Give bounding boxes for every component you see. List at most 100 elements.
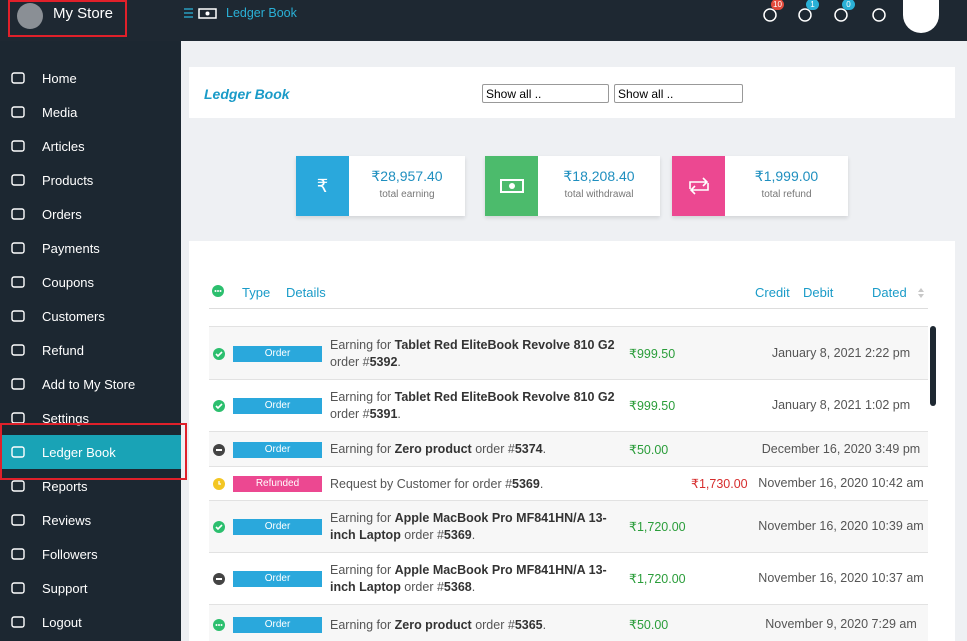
top-icon — [763, 8, 777, 22]
top-icon — [798, 8, 812, 22]
nav-item[interactable]: Customers — [0, 299, 181, 333]
nav-item[interactable]: Reports — [0, 469, 181, 503]
status-icon — [213, 619, 225, 631]
cash-icon — [499, 179, 524, 193]
status-icon — [213, 521, 225, 536]
column-header[interactable]: Credit — [755, 285, 790, 300]
details-part: Zero product — [394, 442, 472, 456]
nav-item[interactable]: Home — [0, 61, 181, 95]
stat-icon: ₹ — [296, 156, 349, 216]
nav-item[interactable]: Ledger Book — [0, 435, 181, 469]
nav-label: Reviews — [42, 512, 92, 528]
menu-icon[interactable] — [184, 8, 218, 20]
status-icon — [213, 619, 225, 634]
details: Earning for Zero product order #5365. — [330, 617, 615, 634]
scrollbar[interactable] — [930, 326, 936, 406]
nav-icon — [11, 480, 25, 492]
nav-label: Support — [42, 580, 88, 596]
nav-item[interactable]: Add to My Store — [0, 367, 181, 401]
nav-item[interactable]: Followers — [0, 537, 181, 571]
nav-icon — [11, 378, 25, 390]
type-badge: Refunded — [233, 476, 322, 492]
nav-item[interactable]: Media — [0, 95, 181, 129]
status-icon — [213, 347, 225, 363]
details-part: order # — [400, 528, 444, 542]
store-name[interactable]: My Store — [53, 5, 114, 22]
user-avatar[interactable] — [903, 0, 939, 33]
status-icon — [213, 400, 225, 415]
top-icon — [833, 7, 849, 28]
notification-badge: 10 — [771, 0, 784, 10]
store-avatar[interactable] — [17, 3, 43, 29]
ledger-row: Order Earning for Apple MacBook Pro MF841… — [209, 500, 928, 553]
status-icon — [213, 400, 225, 412]
nav-item[interactable]: Payments — [0, 231, 181, 265]
debit: ₹1,730.00 — [691, 477, 748, 491]
column-header[interactable]: Details — [286, 285, 326, 300]
stat-card: ₹ ₹28,957.40 total earning — [296, 156, 465, 216]
column-header[interactable]: Debit — [803, 285, 834, 300]
nav-item[interactable]: Products — [0, 163, 181, 197]
stat-card: ₹18,208.40 total withdrawal — [485, 156, 660, 216]
stat-label: total refund — [761, 189, 812, 200]
nav-icon — [11, 310, 25, 322]
notification-badge: 0 — [842, 0, 855, 10]
status-icon — [213, 478, 225, 490]
stat-icon — [672, 156, 725, 216]
details-part: Apple MacBook Pro MF841HN/A 13-inch Lapt… — [330, 563, 607, 594]
details-part: Apple MacBook Pro MF841HN/A 13-inch Lapt… — [330, 511, 607, 542]
nav-icon — [11, 140, 25, 152]
details-part: 5369 — [512, 476, 540, 491]
dated: January 8, 2021 1:02 pm — [771, 398, 911, 412]
status-icon — [213, 347, 225, 360]
details-part: order # — [400, 580, 444, 594]
details-part: . — [471, 528, 476, 542]
dated: December 16, 2020 3:49 pm — [761, 441, 921, 456]
details-part: . — [397, 354, 401, 369]
ledger-row: Refunded Request by Customer for order #5… — [209, 466, 928, 501]
top-icon — [872, 8, 886, 22]
details-part: . — [397, 407, 401, 421]
status-icon — [213, 478, 225, 493]
status-icon — [213, 573, 225, 585]
nav-item[interactable]: Articles — [0, 129, 181, 163]
credit: ₹999.50 — [629, 399, 676, 413]
details-part: 5365 — [514, 617, 543, 632]
details-part: 5391 — [369, 407, 398, 421]
nav-item[interactable]: Refund — [0, 333, 181, 367]
nav-item[interactable]: Orders — [0, 197, 181, 231]
details-part: order # — [330, 354, 370, 369]
details-part: 5392 — [369, 354, 398, 369]
filter-select[interactable]: Show all .. — [614, 84, 743, 103]
type-badge: Order — [233, 519, 322, 535]
column-header[interactable]: Type — [242, 285, 271, 300]
page-title: Ledger Book — [204, 86, 290, 102]
dated: November 16, 2020 10:37 am — [758, 571, 924, 585]
breadcrumb[interactable]: Ledger Book — [226, 6, 297, 20]
nav-item[interactable]: Reviews — [0, 503, 181, 537]
nav-item[interactable]: Logout — [0, 605, 181, 639]
details-part: Earning for — [330, 390, 395, 404]
details-part: Tablet Red EliteBook Revolve 810 G2 — [394, 337, 615, 352]
type-badge: Order — [233, 441, 322, 458]
details: Earning for Tablet Red EliteBook Revolve… — [330, 337, 615, 371]
nav-icon — [11, 106, 25, 118]
type-badge: Order — [233, 617, 322, 633]
ledger-row: Order Earning for Zero product order #536… — [209, 604, 928, 641]
details-part: order # — [471, 617, 515, 632]
nav-item[interactable]: Coupons — [0, 265, 181, 299]
nav-icon — [11, 446, 25, 458]
ledger-row: Order Earning for Apple MacBook Pro MF841… — [209, 552, 928, 605]
stat-value: ₹1,999.00 — [754, 168, 819, 184]
details-part: Earning for — [330, 337, 395, 352]
stat-card: ₹1,999.00 total refund — [672, 156, 848, 216]
details-part: Request by Customer for order # — [330, 476, 513, 491]
refund-icon — [688, 177, 709, 195]
nav-item[interactable]: Support — [0, 571, 181, 605]
filter-select[interactable]: Show all .. — [482, 84, 609, 103]
column-header[interactable]: Dated — [872, 285, 907, 300]
nav-label: Ledger Book — [42, 444, 116, 460]
nav-label: Payments — [42, 240, 100, 256]
select-all-icon[interactable] — [212, 285, 224, 297]
details: Earning for Apple MacBook Pro MF841HN/A … — [330, 562, 615, 596]
